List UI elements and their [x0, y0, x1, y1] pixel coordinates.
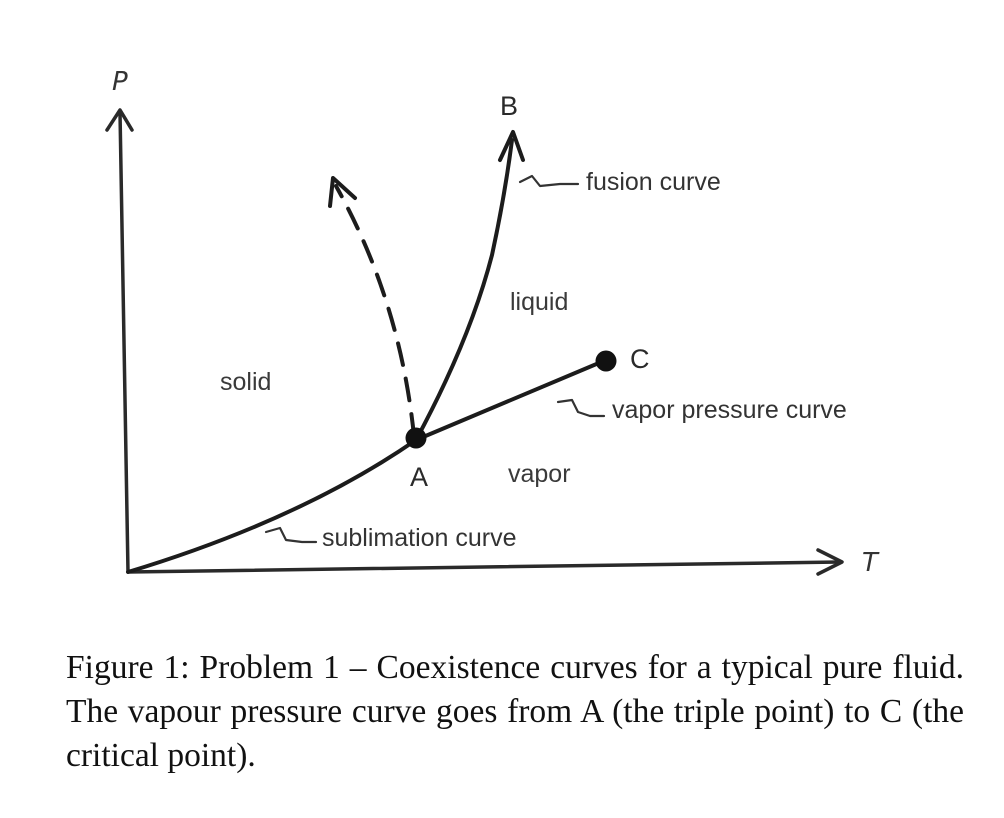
y-axis — [118, 110, 130, 574]
x-axis-label: T — [862, 548, 880, 578]
vapor-pressure-curve-label: vapor pressure curve — [612, 396, 847, 424]
vapor-region-label: vapor — [508, 460, 571, 488]
critical-point-dot — [595, 350, 617, 372]
vapor-pressure-curve-leader — [556, 398, 606, 418]
dashed-fusion-curve — [334, 184, 416, 438]
x-axis — [126, 560, 842, 574]
phase-diagram: P T A C B solid liquid vapor fusion curv… — [105, 67, 880, 578]
y-axis-arrowhead — [105, 108, 134, 132]
fusion-end-label: B — [500, 91, 518, 121]
vapor-pressure-curve — [414, 358, 608, 442]
sublimation-curve-leader — [264, 526, 318, 544]
x-axis-arrowhead — [816, 548, 844, 576]
liquid-region-label: liquid — [510, 288, 568, 316]
fusion-curve — [414, 138, 514, 442]
triple-point-label: A — [410, 462, 428, 492]
triple-point-dot — [405, 427, 427, 449]
figure-caption: Figure 1: Problem 1 – Coexistence curves… — [66, 649, 964, 774]
dashed-curve-arrowhead — [328, 176, 357, 208]
y-axis-label: P — [112, 67, 128, 97]
sublimation-curve-label: sublimation curve — [322, 524, 517, 552]
critical-point-label: C — [630, 344, 650, 374]
sublimation-curve — [126, 438, 418, 574]
solid-region-label: solid — [220, 368, 271, 396]
fusion-curve-leader — [518, 174, 580, 188]
fusion-curve-label: fusion curve — [586, 168, 721, 196]
fusion-curve-arrowhead — [498, 130, 525, 162]
